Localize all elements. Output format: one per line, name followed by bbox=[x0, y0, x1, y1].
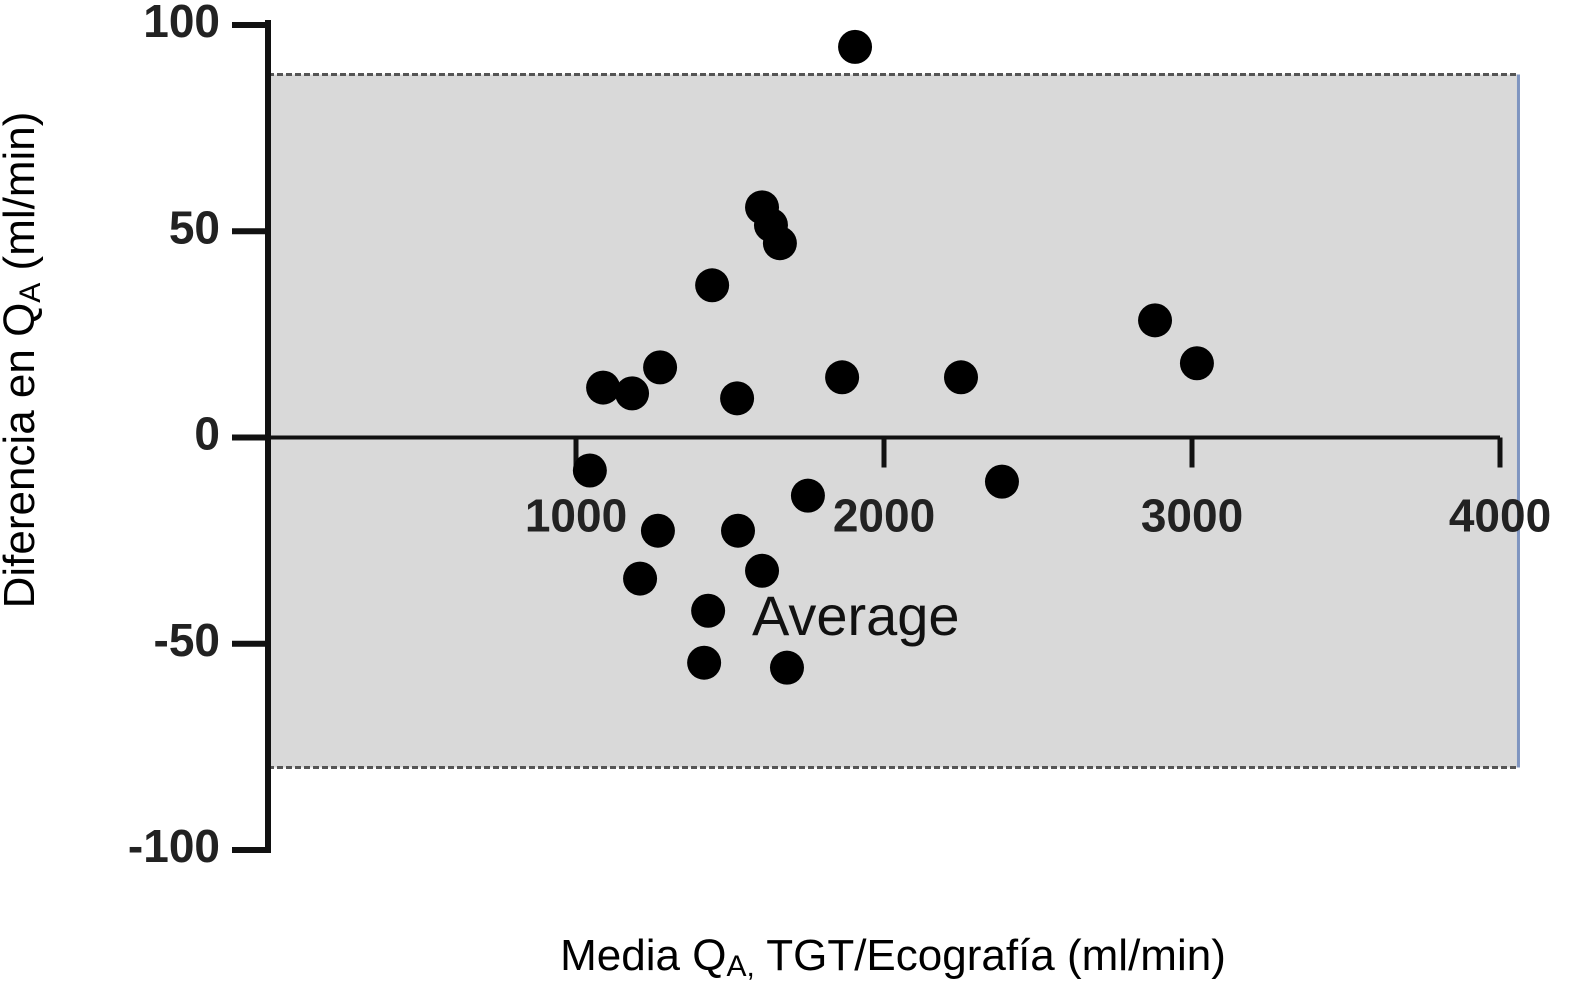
x-title-part: TGT/Ecografía (ml/min) bbox=[755, 931, 1226, 980]
data-point bbox=[984, 464, 1019, 499]
data-point bbox=[825, 360, 860, 395]
data-point bbox=[745, 553, 780, 588]
y-tick-label: 100 bbox=[143, 0, 220, 47]
data-point bbox=[790, 478, 825, 513]
x-tick-label: 3000 bbox=[1141, 490, 1243, 542]
data-point bbox=[1138, 303, 1173, 338]
y-title-part: Diferencia en Q bbox=[0, 303, 44, 609]
data-point bbox=[643, 350, 678, 385]
y-tick-label: -50 bbox=[154, 614, 220, 666]
data-point bbox=[640, 513, 675, 548]
x-tick-label: 2000 bbox=[833, 490, 935, 542]
data-point bbox=[944, 360, 978, 395]
data-point bbox=[721, 513, 756, 548]
y-tick-label: 50 bbox=[169, 201, 220, 253]
x-title-part: Media Q bbox=[560, 931, 726, 980]
x-axis-title: Media QA, TGT/Ecografía (ml/min) bbox=[560, 931, 1226, 983]
data-point bbox=[615, 376, 650, 411]
data-point bbox=[762, 226, 797, 261]
data-point bbox=[572, 453, 607, 488]
data-point bbox=[586, 370, 621, 405]
y-axis-title: Diferencia en QA (ml/min) bbox=[0, 112, 47, 609]
x-title-sub: A, bbox=[726, 950, 754, 983]
data-point bbox=[695, 268, 730, 303]
data-point bbox=[623, 561, 658, 596]
limits-band bbox=[268, 74, 1519, 768]
y-title-part: (ml/min) bbox=[0, 112, 44, 283]
data-point bbox=[691, 593, 726, 628]
x-tick-label: 1000 bbox=[525, 490, 627, 542]
y-title-sub: A bbox=[14, 283, 47, 303]
x-tick-label: 4000 bbox=[1449, 490, 1551, 542]
annotation: Average bbox=[752, 584, 960, 647]
data-point bbox=[769, 650, 804, 685]
data-point bbox=[687, 645, 722, 680]
data-point bbox=[1179, 346, 1214, 381]
data-point bbox=[838, 29, 873, 64]
y-tick-label: -100 bbox=[128, 820, 220, 872]
y-tick-label: 0 bbox=[194, 408, 220, 460]
data-point bbox=[720, 381, 755, 416]
